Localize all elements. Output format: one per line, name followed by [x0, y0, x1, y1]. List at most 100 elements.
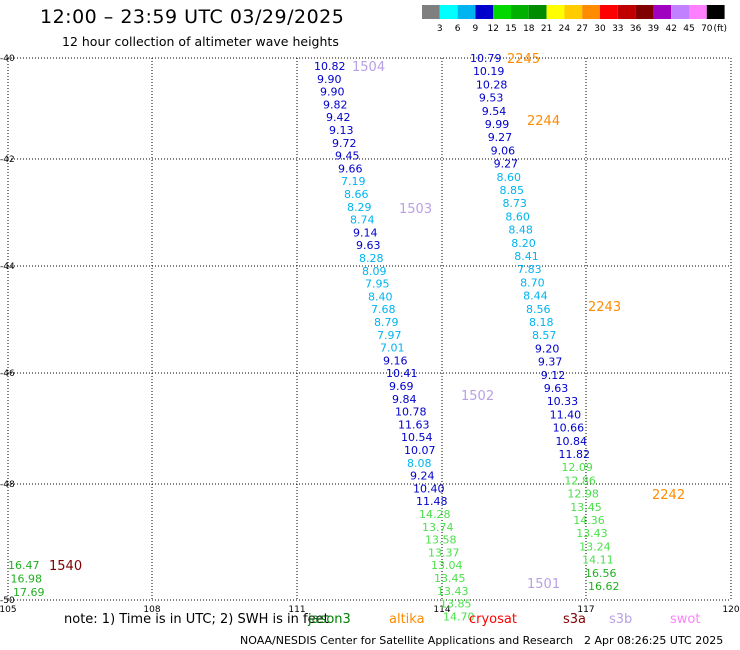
footer-date: 2 Apr 08:26:25 UTC 2025: [584, 634, 724, 647]
legend-swatch: [528, 5, 547, 19]
footer-credit: NOAA/NESDIS Center for Satellite Applica…: [240, 634, 574, 647]
pass-time-label: 2242: [652, 488, 685, 503]
longitude-label: 105: [0, 605, 17, 615]
satellite-legend-altika: altika: [389, 612, 425, 627]
wave-height-value: 8.60: [497, 171, 522, 184]
wave-height-value: 10.79: [470, 52, 502, 65]
altimeter-tracks: 10.829.909.909.829.429.139.729.459.667.1…: [8, 52, 620, 623]
pass-time-label: 2244: [527, 114, 560, 129]
wave-height-value: 14.28: [419, 508, 451, 521]
graticule: [7, 57, 732, 601]
wave-height-value: 11.48: [416, 495, 448, 508]
pass-time-label: 1501: [527, 577, 560, 592]
wave-height-value: 9.63: [356, 239, 381, 252]
wave-height-value: 9.90: [317, 73, 342, 86]
wave-height-value: 8.85: [500, 184, 525, 197]
wave-height-value: 12.09: [561, 461, 593, 474]
wave-height-value: 13.45: [434, 572, 466, 585]
legend-swatch: [706, 5, 725, 19]
wave-height-value: 17.69: [13, 586, 45, 599]
satellite-legend-s3b: s3b: [609, 612, 633, 627]
wave-height-value: 10.54: [401, 431, 433, 444]
legend-bin-label: 27: [576, 24, 587, 34]
latitude-label: -42: [0, 155, 15, 165]
legend-bin-label: 39: [648, 24, 660, 34]
wave-height-value: 9.06: [491, 144, 516, 157]
wave-height-value: 7.19: [341, 175, 366, 188]
wave-height-value: 7.83: [517, 263, 542, 276]
legend-swatch: [671, 5, 689, 19]
map-title: 12:00 – 23:59 UTC 03/29/2025: [40, 6, 345, 28]
wave-height-value: 8.79: [374, 316, 399, 329]
legend-bin-label: 21: [541, 24, 552, 34]
latitude-label: -44: [0, 262, 15, 272]
wave-height-value: 8.20: [511, 237, 536, 250]
wave-height-value: 9.54: [482, 105, 507, 118]
wave-height-value: 13.74: [422, 521, 454, 534]
pass-time-label: 2243: [588, 300, 621, 315]
legend-bin-label: 15: [505, 24, 516, 34]
legend-swatch: [564, 5, 583, 19]
wave-height-value: 10.19: [473, 65, 505, 78]
wave-height-value: 13.04: [431, 559, 463, 572]
wave-height-value: 14.11: [582, 554, 614, 567]
legend-swatch: [457, 5, 476, 19]
pass-time-label: 1503: [399, 202, 432, 217]
note-text: note: 1) Time is in UTC; 2) SWH is in fe…: [64, 612, 329, 627]
legend-bin-label: 33: [612, 24, 623, 34]
wave-height-value: 8.74: [350, 214, 375, 227]
wave-height-value: 11.82: [559, 448, 591, 461]
legend-swatch: [422, 5, 440, 19]
wave-height-value: 8.18: [529, 316, 554, 329]
pass-time-label: 1504: [352, 60, 385, 75]
wave-height-value: 8.70: [520, 276, 545, 289]
wave-height-value: 9.20: [535, 342, 560, 355]
wave-height-value: 9.14: [353, 226, 378, 239]
wave-height-value: 9.24: [410, 470, 435, 483]
pass-time-label: 2245: [507, 52, 540, 67]
wave-height-value: 9.99: [485, 118, 510, 131]
wave-height-value: 10.66: [553, 422, 585, 435]
wave-height-value: 12.98: [567, 488, 599, 501]
color-scale-legend: 3 6 9 12 15 18 21 24 27 30 33 36 39 42 45 70 (ft): [422, 5, 727, 34]
legend-swatch: [600, 5, 618, 19]
wave-height-value: 9.42: [326, 111, 351, 124]
legend-swatch: [653, 5, 672, 19]
wave-height-value: 11.63: [398, 418, 430, 431]
wave-height-value: 13.43: [437, 585, 469, 598]
wave-height-value: 11.40: [550, 408, 582, 421]
legend-bin-label: 42: [665, 24, 676, 34]
wave-height-value: 8.41: [514, 250, 539, 263]
wave-height-value: 9.27: [488, 131, 513, 144]
wave-height-value: 9.69: [389, 380, 414, 393]
longitude-label: 120: [722, 605, 739, 615]
longitude-label: 111: [288, 605, 305, 615]
pass-time-label: 1502: [461, 389, 494, 404]
legend-bin-label: 36: [630, 24, 642, 34]
wave-height-value: 8.57: [532, 329, 557, 342]
wave-height-value: 13.45: [570, 501, 602, 514]
legend-swatch: [439, 5, 458, 19]
legend-bin-label: 12: [487, 24, 498, 34]
legend-swatch: [617, 5, 636, 19]
wave-height-value: 8.66: [344, 188, 369, 201]
wave-height-value: 8.44: [523, 290, 548, 303]
wave-height-value: 10.82: [314, 60, 346, 73]
wave-height-value: 9.63: [544, 382, 569, 395]
legend-bin-label: 30: [594, 24, 606, 34]
wave-height-value: 9.16: [383, 354, 408, 367]
wave-height-value: 8.56: [526, 303, 551, 316]
wave-height-value: 8.40: [368, 290, 393, 303]
wave-height-value: 10.84: [556, 435, 588, 448]
wave-height-value: 13.37: [428, 546, 460, 559]
legend-swatch: [689, 5, 707, 19]
longitude-label: 117: [577, 605, 594, 615]
wave-height-value: 8.29: [347, 201, 372, 214]
wave-height-value: 8.48: [508, 224, 532, 237]
wave-height-value: 8.73: [502, 197, 527, 210]
wave-height-value: 9.13: [329, 124, 354, 137]
map-subtitle: 12 hour collection of altimeter wave hei…: [62, 34, 339, 49]
wave-height-value: 10.40: [413, 482, 445, 495]
